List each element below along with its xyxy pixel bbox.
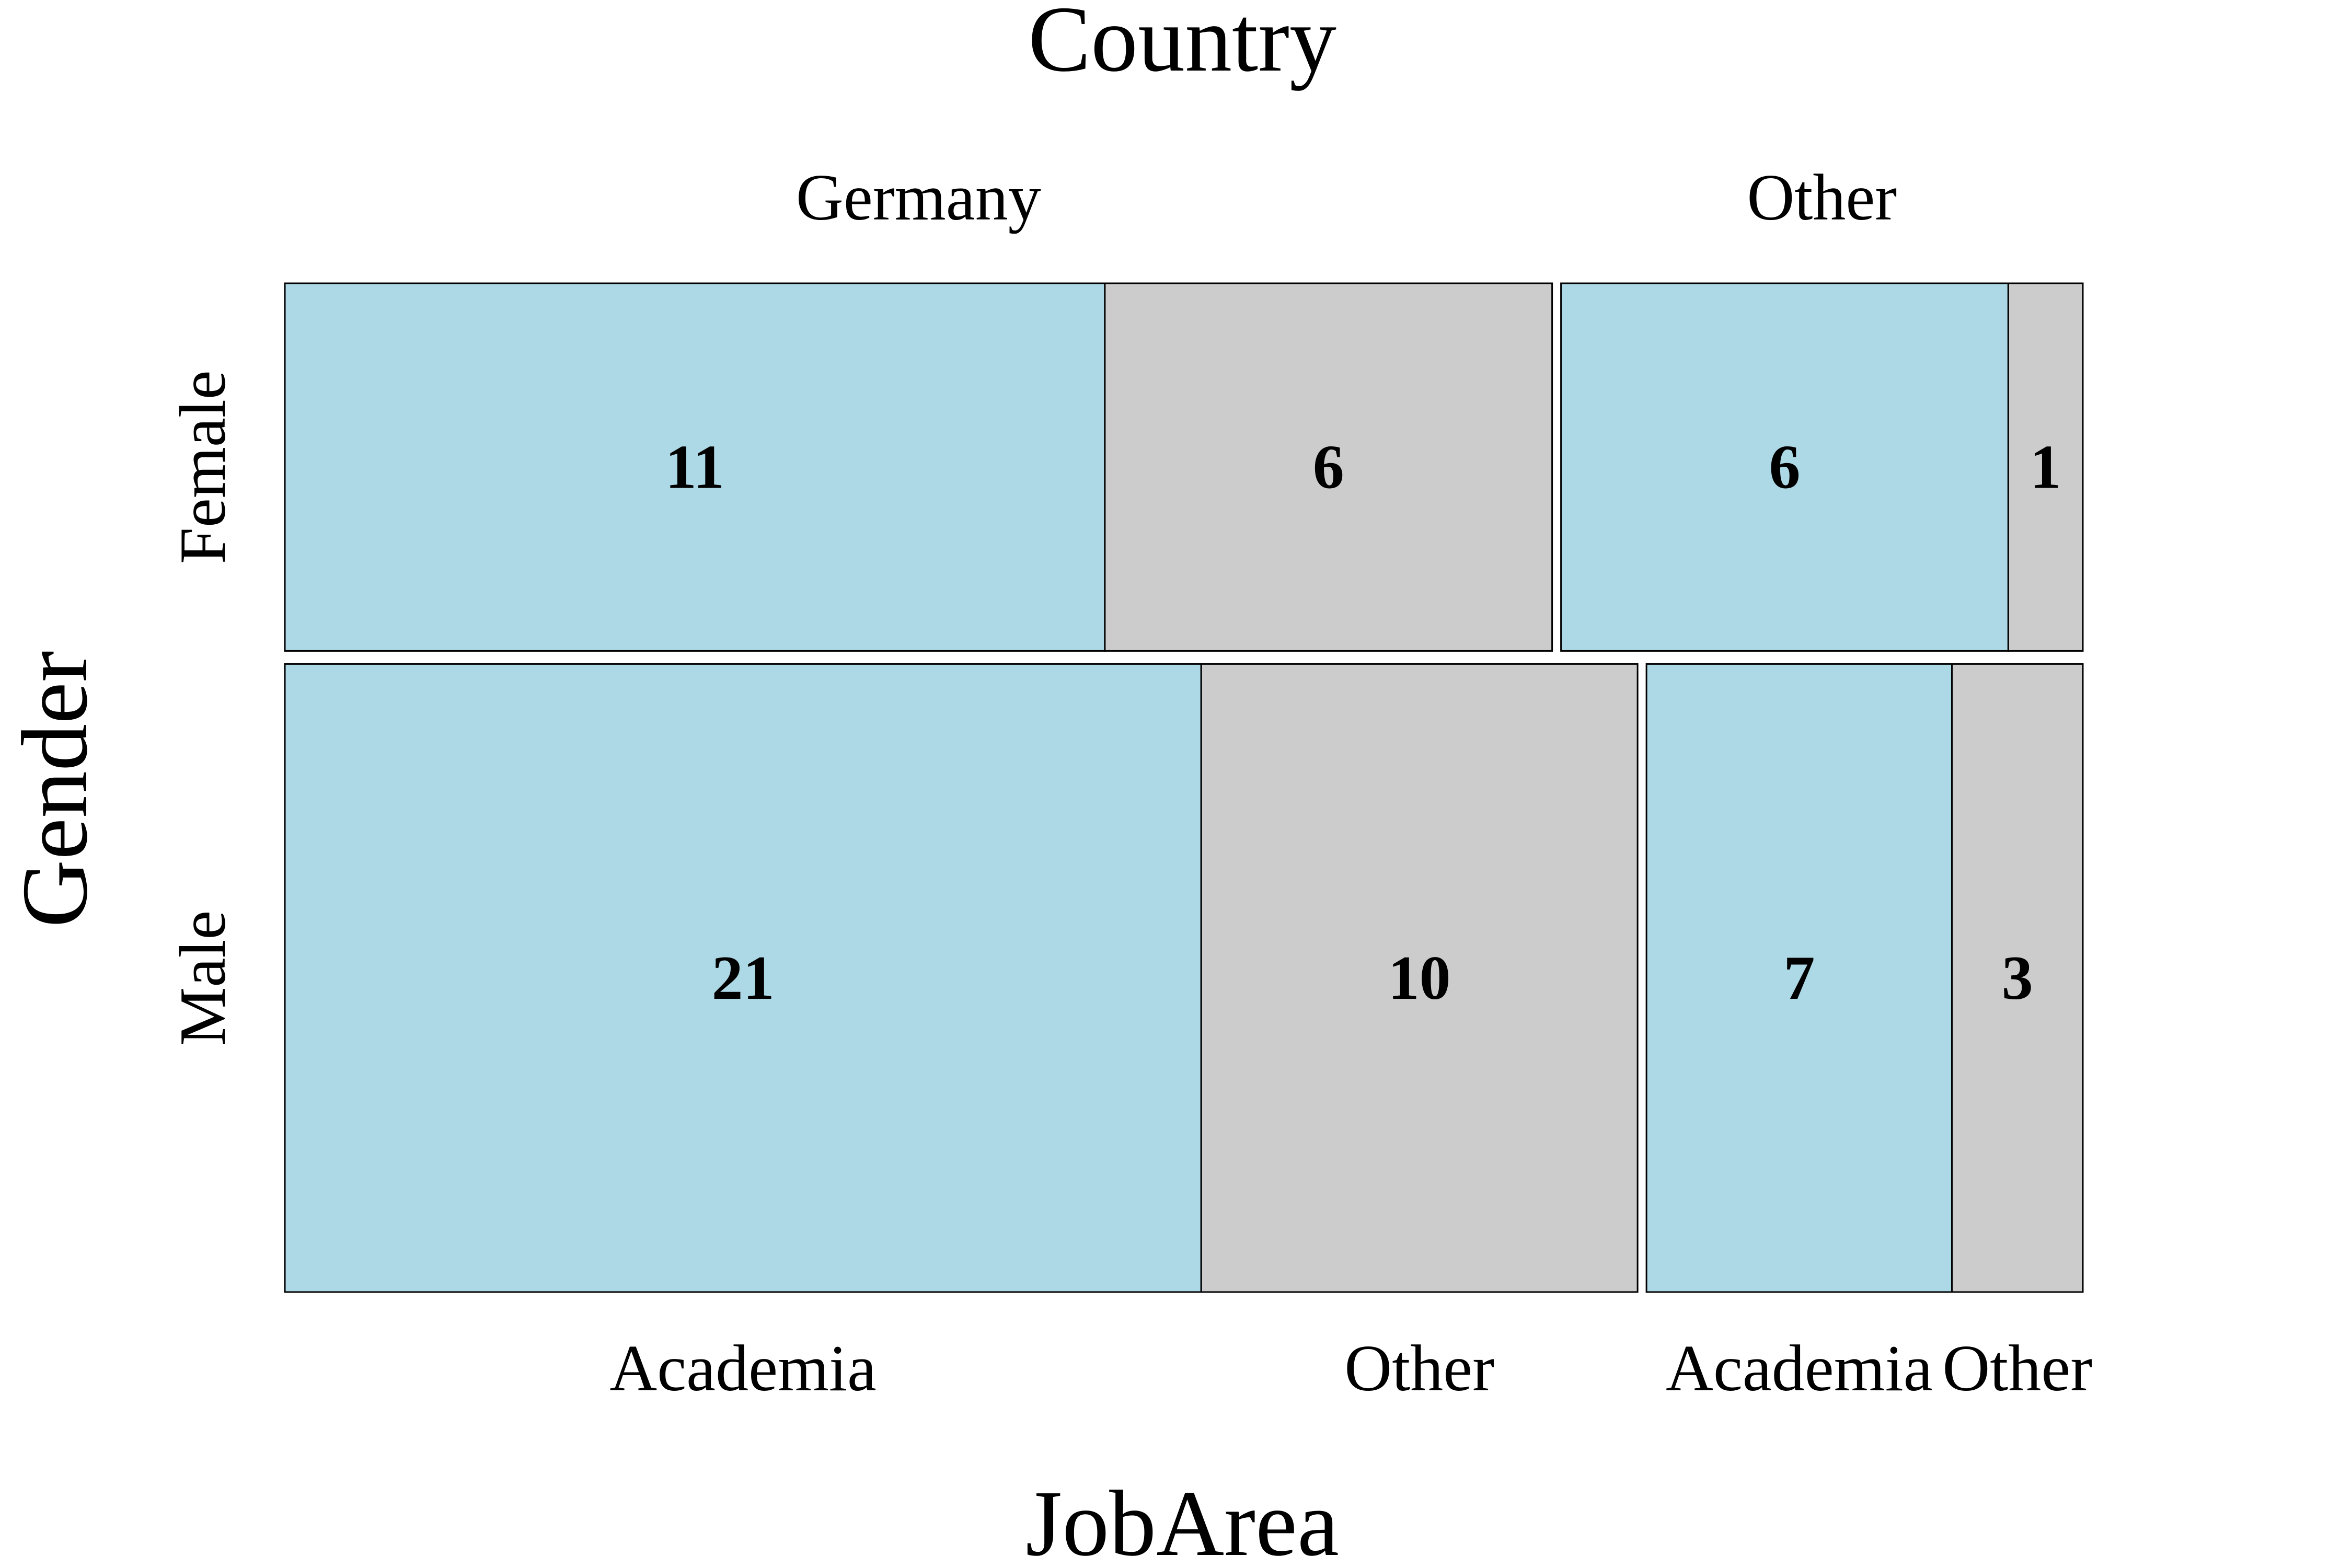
count-label-male-other-academia: 7	[1783, 943, 1815, 1012]
x-tick-other-academia: Academia	[1666, 1332, 1933, 1405]
tile-female-other-other	[2007, 282, 2084, 652]
tile-female-other-academia	[1560, 282, 2009, 652]
y-axis-label: Gender	[3, 651, 107, 928]
tile-male-other-academia	[1645, 663, 1953, 1293]
count-label-female-germany-academia: 11	[665, 432, 724, 502]
mosaic-tiles	[284, 282, 2084, 1293]
x-tick-germany-other: Other	[1344, 1332, 1494, 1405]
x-tick-other-other: Other	[1942, 1332, 2092, 1405]
x-tick-germany-academia: Academia	[609, 1332, 877, 1405]
tile-male-other-other	[1951, 663, 2084, 1293]
count-label-female-germany-other: 6	[1313, 432, 1344, 502]
gender-label-male: Male	[167, 910, 239, 1046]
gender-label-female: Female	[167, 370, 239, 564]
mosaic-labels: 11 6 Germany 6 1 Other Female 21 Academia 10 Other…	[167, 162, 2092, 1405]
count-label-male-other-other: 3	[2002, 943, 2033, 1012]
country-label-other: Other	[1747, 162, 1897, 234]
tile-female-germany-other	[1104, 282, 1553, 652]
chart-title: Country	[1028, 0, 1336, 91]
tile-male-germany-academia	[284, 663, 1202, 1293]
tile-male-germany-other	[1200, 663, 1639, 1293]
country-label-germany: Germany	[796, 162, 1041, 234]
count-label-female-other-academia: 6	[1769, 432, 1801, 502]
count-label-male-germany-academia: 21	[712, 943, 775, 1012]
tile-female-germany-academia	[284, 282, 1106, 652]
x-axis-label: JobArea	[1025, 1471, 1339, 1568]
count-label-female-other-other: 1	[2030, 432, 2061, 502]
count-label-male-germany-other: 10	[1388, 943, 1451, 1012]
